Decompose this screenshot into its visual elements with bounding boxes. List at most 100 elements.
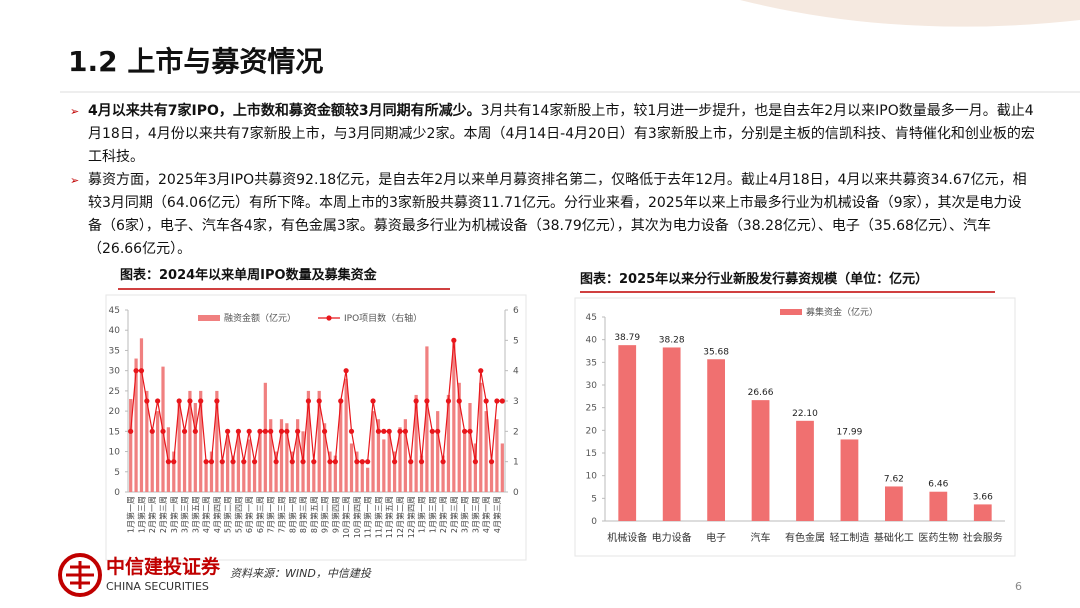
point [418,459,425,465]
bar [204,459,208,492]
chart-frame [574,297,1016,557]
y-tick-label: 15 [586,449,597,459]
point [332,459,338,465]
bar [707,359,725,521]
value-label: 3.66 [973,492,993,502]
x-tick-label: 2月第三周 [449,496,459,533]
bar [193,403,197,492]
point [451,337,457,343]
bar [134,358,138,492]
point [165,459,171,465]
bar [226,435,230,492]
bar [376,419,381,492]
y2-tick-label: 2 [513,427,519,437]
bar [188,390,192,492]
bar [199,390,203,492]
bar [322,423,327,492]
bar [306,390,311,492]
bar [973,504,992,521]
bar [285,423,289,492]
y-tick-label: 40 [109,326,121,336]
bar [473,443,477,492]
point [397,428,403,434]
x-tick-label: 医药生物 [918,531,958,544]
bar [269,419,273,492]
point [208,459,215,465]
legend-swatch [198,315,220,321]
bar [355,451,359,492]
point [257,428,263,434]
point [311,459,317,465]
point [214,398,220,404]
x-tick-label: 2月第一周 [147,496,157,533]
point [273,459,279,465]
bar [425,346,429,492]
bar [279,419,284,492]
line [130,340,503,463]
point [230,459,236,465]
value-label: 17.99 [837,427,863,437]
bar [387,431,391,492]
bar [242,459,246,492]
bar [360,459,364,492]
bar [419,455,424,492]
x-tick-label: 3月第三周 [180,496,190,533]
point [235,428,242,434]
x-tick-label: 6月第三周 [255,496,265,533]
x-tick-label: 有色金属 [785,531,825,544]
x-tick-label: 7月第三周 [276,496,286,533]
bar [382,439,386,492]
point [251,459,258,465]
x-tick-label: 2月第一周 [438,496,448,533]
x-tick-label: 9月第四周 [330,496,340,533]
bullet-text: 募资方面，2025年3月IPO共募资92.18亿元，是自去年2月以来单月募资排名… [88,172,1027,257]
x-tick-label: 8月第一周 [287,496,297,533]
point [494,398,500,404]
bar [129,398,133,492]
point [155,398,161,404]
point [462,428,468,434]
x-tick-label: 7月第一周 [266,496,276,533]
x-tick-label: 3月第一周 [169,496,179,533]
bar [236,431,241,492]
point [138,368,145,374]
x-tick-label: 10月第四周 [352,496,362,538]
x-tick-label: 9月第二周 [320,496,330,533]
source: 资料来源：WIND，中信建投 [230,567,372,580]
x-tick-label: 5月第二周 [223,496,233,533]
bar [296,419,300,492]
point [316,398,322,404]
point [144,398,150,404]
point [187,398,193,404]
bar [457,382,461,492]
point [499,398,505,404]
legend-swatch [780,309,802,315]
point [429,428,435,434]
y2-tick-label: 3 [513,397,519,407]
title: 1.2 上市与募资情况 [68,45,324,78]
value-label: 26.66 [748,388,774,398]
y-tick-label: 10 [109,448,121,458]
bar [840,439,859,521]
x-tick-label: 5月第四周 [233,496,243,533]
point [381,428,387,434]
bar [263,382,267,492]
value-label: 38.28 [659,335,685,345]
y-tick-label: 40 [586,336,598,346]
point [424,398,430,404]
y-tick-label: 30 [586,381,598,391]
bar [414,394,418,492]
bar [796,420,814,521]
chart-title: 图表：2025年以来分行业新股发行募资规模（单位：亿元） [580,271,928,287]
y-tick-label: 35 [109,346,120,356]
point [278,428,285,434]
x-tick-label: 8月第三周 [298,496,308,533]
y-tick-label: 35 [586,358,597,368]
bar [177,403,181,492]
bullet-text: 3月共有14家新股上市，较1月进一步提升，也是自去年2月以来IPO数量最多一月。… [88,103,1035,165]
bullet: ➢ 募资方面，2025年3月IPO共募资92.18亿元，是自去年2月以来单月募资排… [70,172,1027,257]
x-tick-label: 8月第五周 [309,496,319,533]
y2-tick-label: 1 [513,458,519,468]
point [483,398,489,404]
x-tick-label: 社会服务 [963,531,1003,544]
